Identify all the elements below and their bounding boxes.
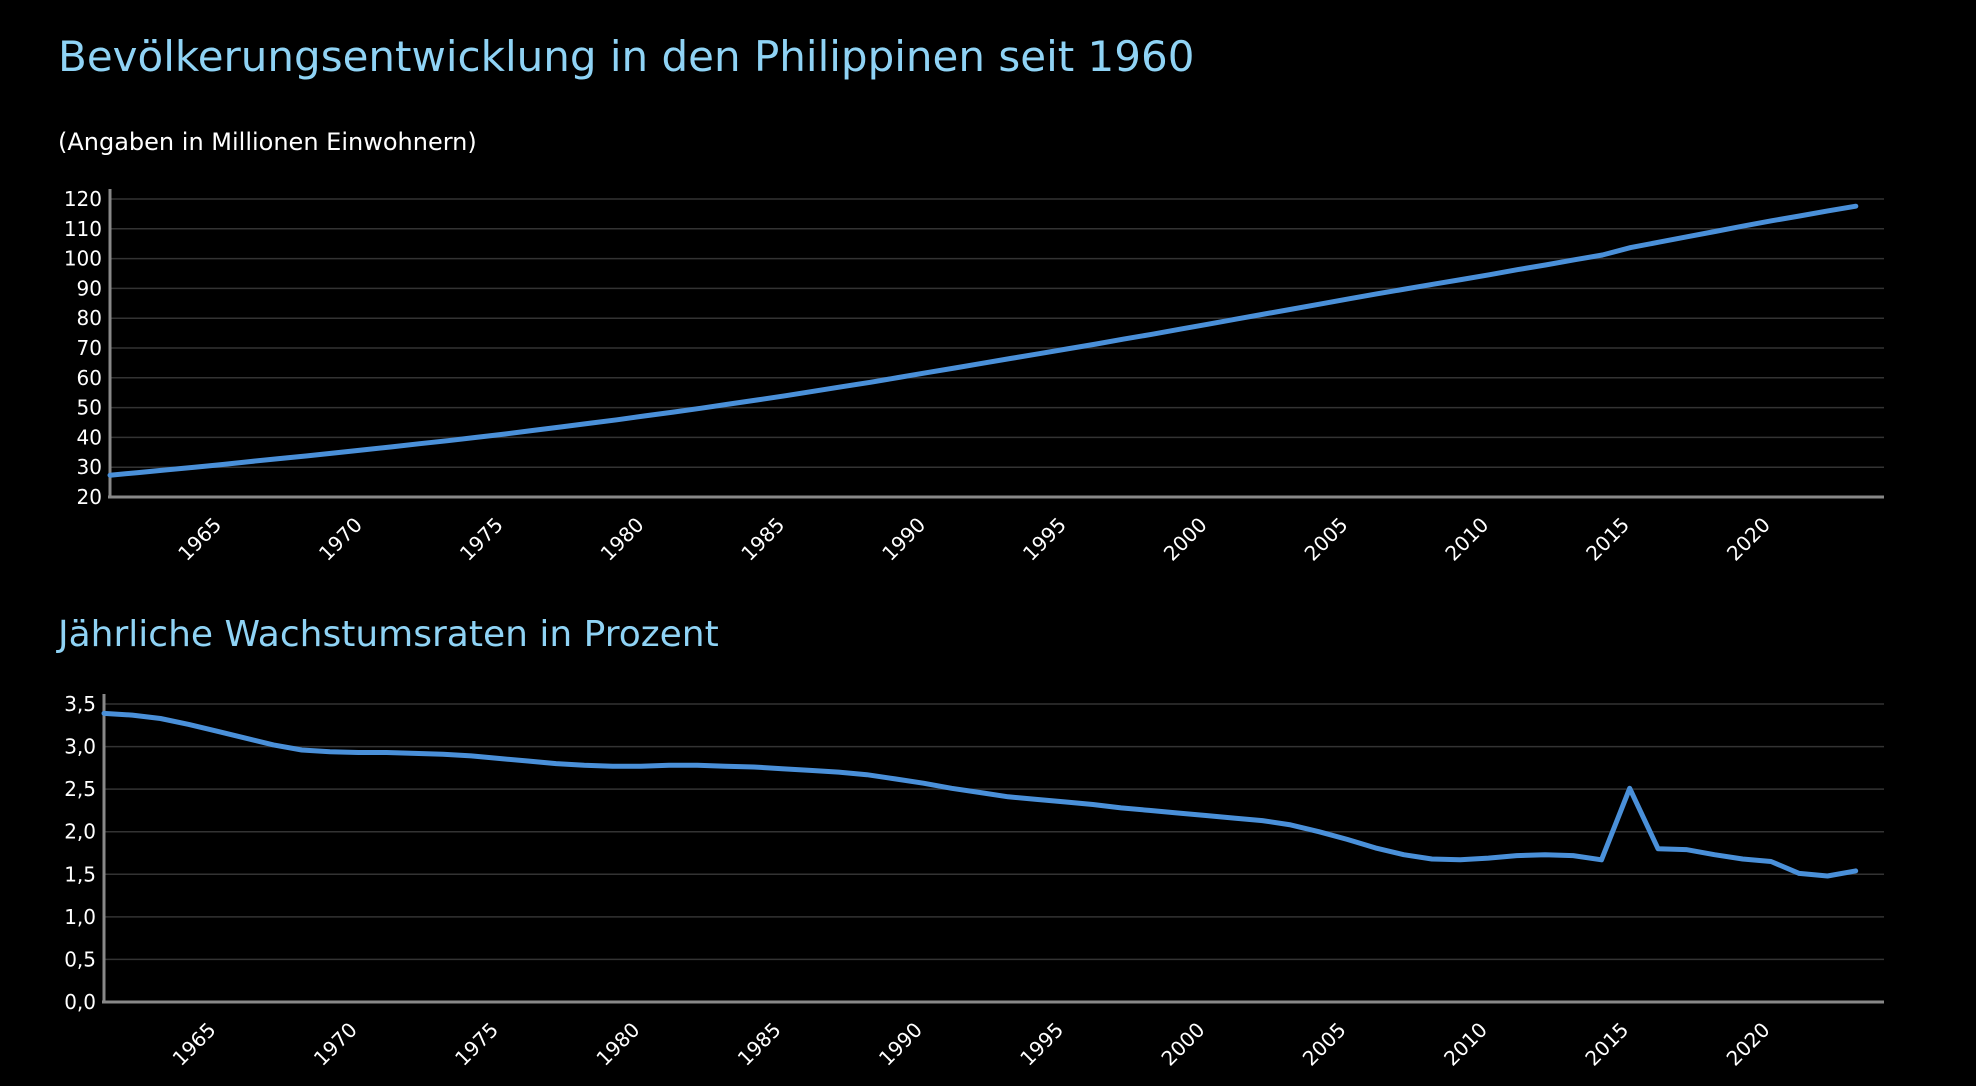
population-ytick-label: 60 <box>77 366 102 390</box>
growth-ytick-label: 3,0 <box>64 735 96 759</box>
growth-ytick-label: 1,0 <box>64 905 96 929</box>
growth-xtick-label: 2000 <box>1156 1018 1209 1071</box>
growth-xtick-label: 1970 <box>309 1018 362 1071</box>
growth-ytick-label: 3,5 <box>64 692 96 716</box>
population-chart: 20 30 40 50 60 70 80 90 100 110 120 1965 1970 1975 198… <box>64 187 1884 566</box>
population-ytick-label: 30 <box>77 455 102 479</box>
chart-title: Bevölkerungsentwicklung in den Philippin… <box>58 32 1195 81</box>
growth-xtick-label: 2020 <box>1722 1018 1775 1071</box>
growth-ytick-label: 0,5 <box>64 947 96 971</box>
population-xtick-label: 2010 <box>1440 513 1493 566</box>
growth-ytick-label: 1,5 <box>64 862 96 886</box>
population-xtick-label: 1990 <box>877 513 930 566</box>
growth-chart-title: Jährliche Wachstumsraten in Prozent <box>58 614 719 655</box>
population-ytick-label: 80 <box>77 306 102 330</box>
population-ytick-label: 20 <box>77 485 102 509</box>
population-xtick-label: 2015 <box>1581 513 1634 566</box>
growth-xtick-label: 1965 <box>168 1018 221 1071</box>
population-ytick-label: 90 <box>77 276 102 300</box>
population-ytick-label: 120 <box>64 187 102 211</box>
growth-xtick-label: 1975 <box>450 1018 503 1071</box>
population-xtick-label: 1970 <box>314 513 367 566</box>
growth-chart: 0,0 0,5 1,0 1,5 2,0 2,5 3,0 3,5 1965 1970 1975 1980… <box>64 692 1884 1071</box>
population-xtick-label: 1975 <box>455 513 508 566</box>
population-xtick-label: 2000 <box>1159 513 1212 566</box>
growth-series-line <box>101 710 1859 879</box>
growth-xtick-label: 1985 <box>733 1018 786 1071</box>
growth-xtick-label: 1990 <box>874 1018 927 1071</box>
population-ytick-label: 50 <box>77 396 102 420</box>
population-ytick-label: 100 <box>64 247 102 271</box>
growth-ytick-label: 2,0 <box>64 820 96 844</box>
population-xtick-label: 2005 <box>1300 513 1353 566</box>
population-xtick-label: 1965 <box>173 513 226 566</box>
chart-subtitle: (Angaben in Millionen Einwohnern) <box>58 128 477 156</box>
growth-xtick-label: 2005 <box>1298 1018 1351 1071</box>
population-series-line <box>107 203 1859 478</box>
population-xtick-label: 1985 <box>736 513 789 566</box>
growth-ytick-label: 0,0 <box>64 990 96 1014</box>
growth-xtick-label: 2010 <box>1439 1018 1492 1071</box>
population-xtick-label: 1980 <box>596 513 649 566</box>
growth-xtick-label: 1980 <box>591 1018 644 1071</box>
growth-xtick-label: 2015 <box>1580 1018 1633 1071</box>
population-xtick-label: 1995 <box>1018 513 1071 566</box>
population-ytick-label: 40 <box>77 425 102 449</box>
growth-ytick-label: 2,5 <box>64 777 96 801</box>
population-ytick-label: 110 <box>64 217 102 241</box>
growth-xtick-label: 1995 <box>1015 1018 1068 1071</box>
population-ytick-label: 70 <box>77 336 102 360</box>
population-xtick-label: 2020 <box>1722 513 1775 566</box>
